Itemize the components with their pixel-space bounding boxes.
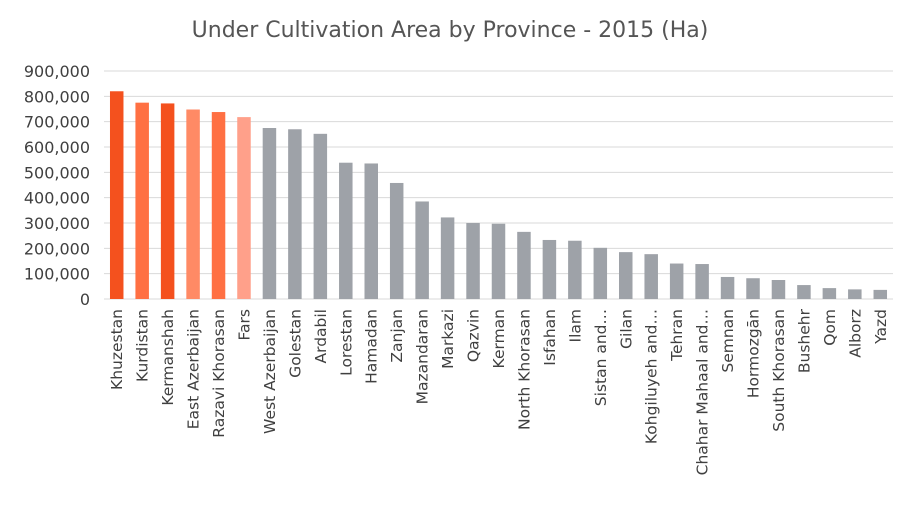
x-tick-label: Isfahan [541, 309, 559, 366]
y-tick-label: 400,000 [24, 189, 90, 208]
bar [593, 247, 608, 299]
x-tick-label: Alborz [846, 309, 864, 358]
y-tick-label: 300,000 [24, 214, 90, 233]
x-tick-label: Ilam [566, 309, 584, 342]
y-tick-label: 900,000 [24, 62, 90, 81]
bar [415, 201, 429, 299]
bar [848, 289, 862, 299]
bar [440, 217, 455, 299]
x-tick-label: Bushehr [795, 308, 813, 373]
bar [669, 263, 684, 299]
x-tick-label: Lorestan [337, 309, 355, 376]
bar [109, 91, 124, 300]
y-tick-label: 200,000 [24, 239, 90, 258]
x-tick-label: Qazvin [465, 309, 483, 362]
bar [873, 289, 888, 299]
bar [542, 239, 557, 299]
bar [339, 162, 353, 299]
x-tick-label: Khuzestan [108, 309, 126, 390]
x-tick-label: North Khorasan [515, 309, 533, 430]
x-tick-label: Razavi Khorasan [210, 309, 228, 438]
x-tick-label: Zanjan [388, 309, 406, 363]
bar [313, 133, 328, 299]
x-tick-label: Fars [235, 309, 253, 340]
bar [160, 103, 175, 299]
bar [644, 254, 658, 299]
x-tick-label: Hormozgān [745, 309, 763, 398]
bar [389, 182, 404, 299]
y-tick-label: 100,000 [24, 265, 90, 284]
x-tick-label: Tehran [668, 309, 686, 362]
x-tick-label: Golestan [286, 309, 304, 378]
x-tick-label: East Azerbaijan [185, 309, 203, 429]
y-tick-label: 800,000 [24, 87, 90, 106]
x-tick-label: West Azerbaijan [261, 309, 279, 434]
bar [797, 285, 811, 299]
bar [237, 117, 251, 300]
x-tick-label: South Khorasan [770, 309, 788, 432]
bar [262, 128, 277, 299]
x-tick-label: Markazi [439, 309, 457, 369]
x-tick-label: Kerman [490, 309, 508, 368]
y-tick-label: 500,000 [24, 163, 90, 182]
bar [568, 240, 582, 299]
bar [135, 102, 149, 300]
bar [288, 129, 302, 299]
y-tick-label: 0 [80, 290, 90, 309]
x-tick-label: Hamadan [363, 309, 381, 384]
x-axis-labels: Khuzestan Kurdistan Kermanshah East Azerbai… [108, 308, 890, 475]
bar [695, 264, 709, 299]
bar [619, 252, 633, 299]
y-tick-label: 700,000 [24, 113, 90, 132]
x-tick-label: Qom [821, 309, 839, 346]
chart-title: Under Cultivation Area by Province - 201… [191, 18, 709, 43]
x-tick-label: Gilan [617, 309, 635, 349]
x-tick-label: Kurdistan [134, 309, 152, 382]
bar [364, 163, 378, 299]
bar [771, 280, 786, 299]
bar [746, 278, 760, 299]
x-tick-label: Sistan and… [592, 309, 610, 406]
x-tick-label: Yazd [872, 309, 890, 345]
bar [822, 288, 837, 299]
x-tick-label: Mazandaran [414, 309, 432, 404]
bar [466, 223, 480, 299]
bars [109, 91, 888, 300]
bar [720, 276, 735, 299]
y-axis-ticks: 0 100,000 200,000 300,000 400,000 500,000 600,… [24, 62, 90, 309]
x-tick-label: Semnan [719, 309, 737, 373]
bar [186, 109, 200, 299]
bar [491, 223, 506, 299]
bar [211, 112, 226, 299]
y-tick-label: 600,000 [24, 138, 90, 157]
x-tick-label: Kohgiluyeh and… [643, 309, 661, 444]
x-tick-label: Chahar Mahaal and… [694, 309, 712, 475]
x-tick-label: Kermanshah [159, 309, 177, 406]
x-tick-label: Ardabil [312, 309, 330, 364]
bar [517, 231, 531, 299]
